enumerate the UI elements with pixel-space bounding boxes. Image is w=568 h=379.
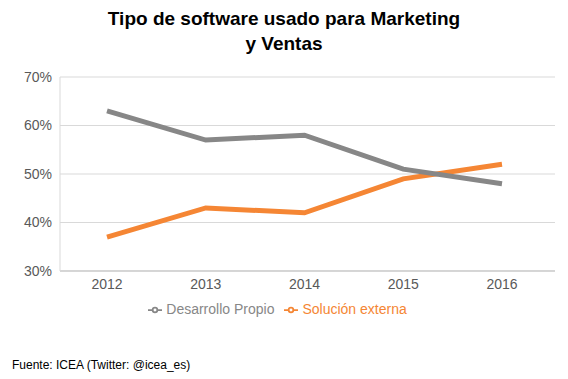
svg-text:2013: 2013 xyxy=(190,276,221,292)
html-text:Tipo de software usado para Ma: Tipo de software usado para Marketing y … xyxy=(107,8,461,54)
svg-text:70%: 70% xyxy=(24,69,52,85)
svg-text:2015: 2015 xyxy=(388,276,419,292)
html-text:Solución externa: Solución externa xyxy=(302,301,407,317)
svg-text:40%: 40% xyxy=(24,214,52,230)
svg-text:2014: 2014 xyxy=(289,276,320,292)
svg-text:2016: 2016 xyxy=(486,276,517,292)
svg-text:50%: 50% xyxy=(24,166,52,182)
html-text:Fuente: ICEA (Twitter: @icea_e: Fuente: ICEA (Twitter: @icea_es) xyxy=(12,358,191,372)
html-text:Desarrollo Propio: Desarrollo Propio xyxy=(166,301,275,317)
svg-text:2012: 2012 xyxy=(91,276,122,292)
svg-text:30%: 30% xyxy=(24,263,52,279)
svg-text:60%: 60% xyxy=(24,117,52,133)
